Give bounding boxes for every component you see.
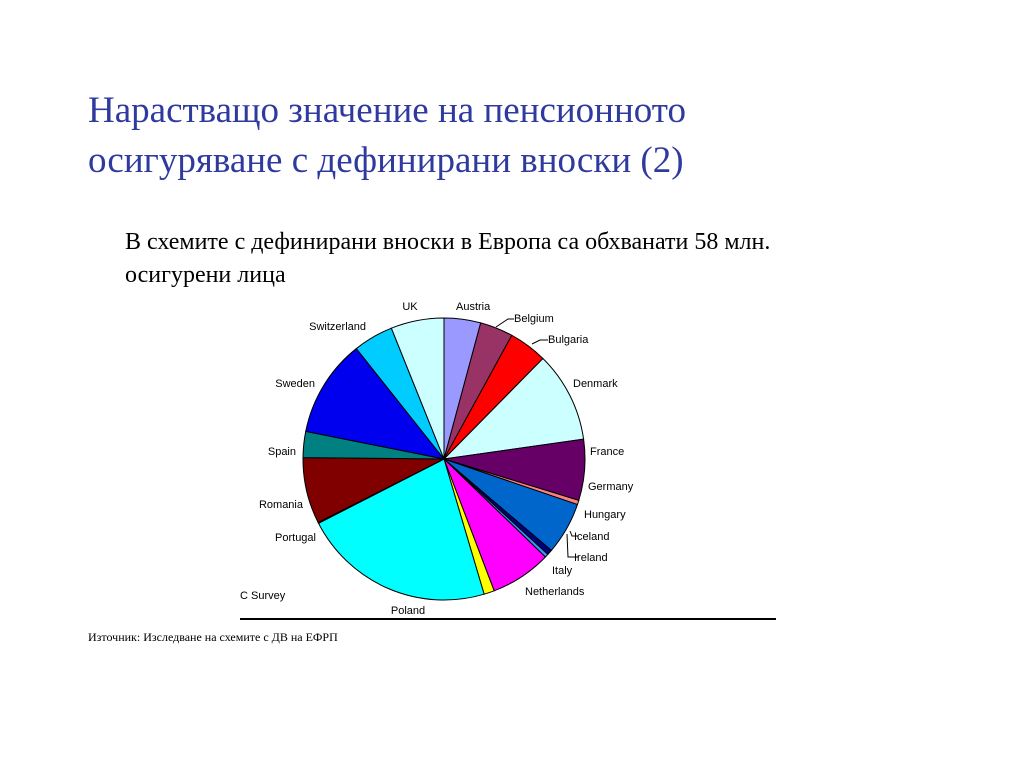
- pie-label-belgium: Belgium: [514, 313, 554, 325]
- pie-slice-sweden: [305, 347, 446, 460]
- slide-title-line-2: осигуряване с дефинирани вноски (2): [88, 140, 684, 181]
- chart-note: C Survey: [240, 590, 286, 602]
- pie-label-poland: Poland: [391, 605, 425, 617]
- pie-label-romania: Romania: [259, 499, 304, 511]
- slide-title: Нарастващо значение на пенсионното осигу…: [88, 86, 968, 186]
- pie-label-france: France: [590, 446, 624, 458]
- slide-body-line-1: В схемите с дефинирани вноски в Европа с…: [125, 229, 771, 255]
- slide-title-line-1: Нарастващо значение на пенсионното: [88, 90, 686, 131]
- pie-label-germany: Germany: [588, 481, 634, 493]
- pie-label-sweden: Sweden: [275, 378, 315, 390]
- pie-labels: Austria Belgium Bulgaria Denmark France Germa…: [259, 301, 634, 617]
- source-note: Източник: Изследване на схемите с ДВ на …: [88, 630, 338, 644]
- pie-label-iceland: Iceland: [574, 531, 609, 543]
- pie-label-hungary: Hungary: [584, 509, 626, 521]
- pie-label-austria: Austria: [456, 301, 491, 313]
- pie-slices: [302, 317, 586, 601]
- pie-label-portugal: Portugal: [275, 532, 316, 544]
- slide-body-line-2: осигурени лица: [125, 262, 286, 288]
- pie-leader-bulgaria: [531, 339, 548, 345]
- pie-slice-poland: [317, 458, 485, 601]
- pie-label-switzerland: Switzerland: [309, 321, 366, 333]
- pie-leader-ireland: [566, 533, 578, 558]
- pie-label-uk: UK: [402, 301, 418, 313]
- pie-slice-denmark: [442, 357, 585, 460]
- pie-label-denmark: Denmark: [573, 378, 618, 390]
- pie-label-italy: Italy: [552, 565, 573, 577]
- pie-leader-lines: [495, 318, 578, 558]
- pie-label-bulgaria: Bulgaria: [548, 334, 589, 346]
- pie-slice-uk: [390, 317, 445, 460]
- pie-leader-iceland: [569, 530, 578, 537]
- pie-leader-belgium: [495, 318, 514, 328]
- pie-label-spain: Spain: [268, 446, 296, 458]
- pie-label-ireland: Ireland: [574, 552, 608, 564]
- slide-body: В схемите с дефинирани вноски в Европа с…: [125, 226, 945, 292]
- pie-label-netherlands: Netherlands: [525, 586, 585, 598]
